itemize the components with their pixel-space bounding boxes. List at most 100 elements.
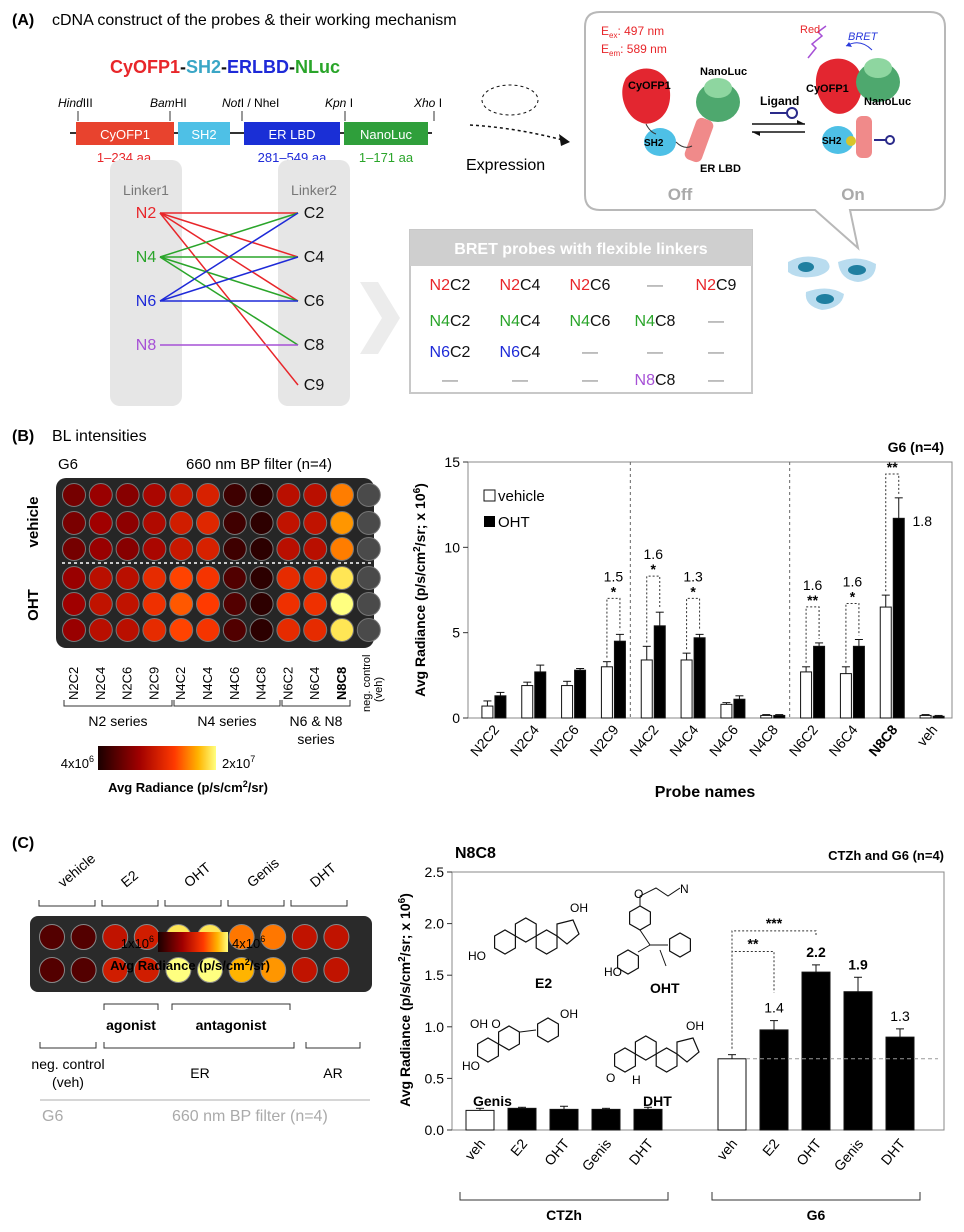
chart-b-bar-vehicle	[600, 666, 613, 719]
genis-ring	[498, 1025, 520, 1051]
table-probe-c: C4	[520, 344, 541, 361]
table-dash: —	[442, 372, 458, 389]
plate-b-well	[115, 618, 140, 642]
plate-c-well	[228, 924, 255, 950]
table-probe-c: C8	[655, 313, 676, 330]
plate-b-col-label-9: N6C4	[307, 667, 322, 700]
nanoluc-off-highlight	[704, 78, 732, 98]
oht-ring	[629, 905, 651, 931]
table-probe-n: N2	[696, 277, 717, 294]
chart-b-xtick-label: N4C4	[666, 721, 701, 759]
site-italic: Not	[222, 96, 241, 110]
table-probe-N2C9: N2C9	[696, 277, 737, 294]
plate-c-group-label-2: OHT	[181, 859, 214, 891]
neg-control-label-1: neg. control	[31, 1056, 104, 1072]
chart-c-bar-G6-DHT	[885, 1036, 915, 1131]
chart-c-ytick-label: 0.5	[425, 1070, 445, 1086]
chart-b-bar-vehicle	[720, 703, 733, 719]
plate-b-well	[88, 483, 113, 507]
dht-ring	[655, 1047, 678, 1073]
table-probe-c: C2	[450, 313, 471, 330]
table-probe-N6C4: N6C4	[500, 344, 541, 361]
chart-b-sig: *	[651, 561, 657, 577]
series-bracket-0	[63, 700, 173, 707]
chart-c-group-label: G6	[807, 1207, 826, 1223]
plate-b-well	[62, 592, 86, 616]
c-node-C2: C2	[304, 205, 325, 222]
series-label-1: N4 series	[197, 713, 256, 729]
chart-b-ratio: 1.5	[604, 568, 624, 584]
chart-b-bar-vehicle	[800, 671, 813, 719]
plate-b-well	[249, 511, 274, 535]
plate-b-well	[356, 566, 381, 590]
chart-b-sig: **	[807, 592, 818, 608]
em-label: Eem: 589 nm	[601, 42, 667, 58]
plate-c-well	[323, 924, 350, 950]
neg-control-line2: (veh)	[373, 677, 385, 702]
chart-b-xtick-label: N4C2	[626, 721, 661, 759]
chart-b-bar-vehicle	[521, 685, 534, 719]
chart-c-bar-G6-Genis	[843, 991, 873, 1131]
chart-c-xtick-label: E2	[507, 1135, 530, 1159]
erlbd-off-label: ER LBD	[700, 163, 741, 175]
plate-c-footer-left: G6	[42, 1108, 63, 1125]
plate-b-well	[88, 618, 113, 642]
ylabel-sup: 6	[412, 487, 423, 493]
linker-network: N2 N4 N6 N8 C2 C4 C6 C8 C9	[136, 205, 325, 394]
ligand-label: Ligand	[760, 94, 799, 108]
chart-c-frame	[451, 871, 945, 1131]
site-label-1: BamHI	[150, 96, 187, 110]
chart-b-ratio: 1.6	[644, 546, 664, 562]
chart-c-ytick-label: 1.5	[425, 967, 445, 983]
plate-b-well	[169, 483, 194, 507]
e2-name: E2	[535, 975, 552, 991]
site-italic: Hind	[58, 96, 83, 110]
cyofp1-off-label: CyOFP1	[628, 80, 671, 92]
panel-b-label: (B)	[12, 428, 34, 445]
plate-b-well	[169, 592, 194, 616]
table-probe-N8C8: N8C8	[635, 372, 676, 389]
dht-ring5	[676, 1037, 700, 1063]
plate-b-well	[303, 483, 328, 507]
plate-b-well	[62, 483, 86, 507]
table-probe-c: C6	[590, 277, 611, 294]
plate-b-well	[115, 566, 140, 590]
phospho-icon	[846, 136, 856, 146]
ylabel-sup: 2	[412, 546, 423, 552]
construct-block-label-1: SH2	[191, 127, 216, 142]
panel-a-title: cDNA construct of the probes & their wor…	[52, 12, 457, 29]
chart-c-ytick-label: 1.0	[425, 1019, 445, 1035]
table-probe-c: C8	[655, 372, 676, 389]
plate-b-well	[356, 537, 381, 561]
cyofp1-on-shape	[815, 58, 862, 114]
table-probe-n: N6	[430, 344, 451, 361]
chart-c-xtick-label: OHT	[793, 1135, 825, 1168]
linker-connection-4	[159, 212, 299, 258]
chart-c-ylabel: Avg Radiance (p/s/cm2/sr; x 106)	[397, 893, 413, 1107]
ylabel-part: Avg Radiance (p/s/cm	[412, 552, 428, 697]
chart-b-bar-vehicle	[481, 705, 494, 719]
chart-c-title: N8C8	[455, 845, 496, 862]
chart-b-ytick-label: 10	[444, 539, 460, 555]
table-probe-n: N4	[570, 313, 591, 330]
chart-b-ratio: 1.3	[683, 568, 703, 584]
chart-c-xtick-label: veh	[714, 1136, 741, 1164]
ylabel-sup: 2	[397, 956, 408, 962]
chart-c-bar-G6-veh	[717, 1058, 747, 1131]
dht-ring	[634, 1035, 657, 1061]
table-probe-n: N6	[500, 344, 521, 361]
site-rest: I	[435, 96, 442, 110]
n-node-N2: N2	[136, 205, 157, 222]
plate-c-well	[102, 957, 129, 983]
chart-c-ratio-OHT: 2.2	[806, 944, 826, 960]
chart-b-bar-vehicle	[919, 714, 932, 719]
plate-c-footer-right: 660 nm BP filter (n=4)	[172, 1108, 328, 1125]
chart-b-sig: *	[850, 588, 856, 604]
genis-ring	[477, 1037, 499, 1063]
c-node-C9: C9	[304, 377, 325, 394]
plate-c-well	[291, 957, 318, 983]
chart-b: 0 5 10 15 Avg Radiance (p/s/cm2/sr; x 106) G6…	[412, 439, 953, 801]
colorbar-b-gradient	[98, 746, 216, 770]
table-dash: —	[647, 277, 663, 294]
colorbar-b-label: Avg Radiance (p/s/cm2/sr)	[108, 779, 268, 795]
